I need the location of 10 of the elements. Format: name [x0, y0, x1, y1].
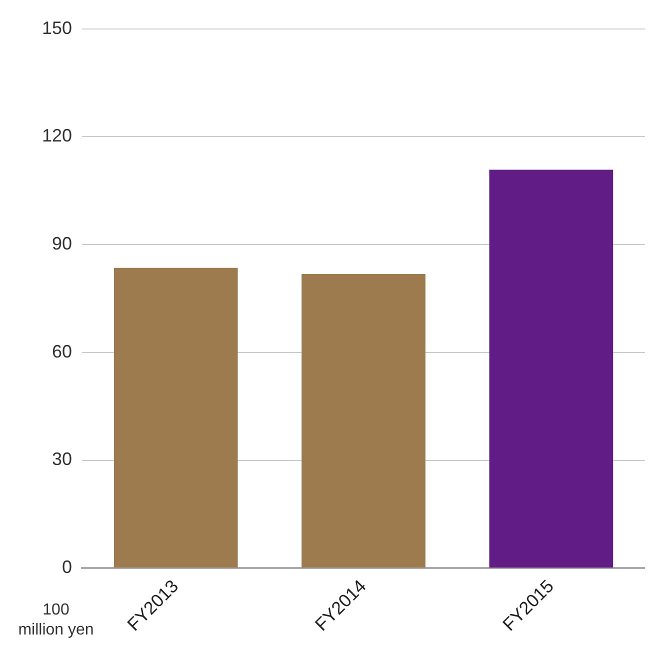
- bar: [489, 170, 614, 568]
- y-tick-label: 60: [52, 341, 72, 362]
- y-tick-label: 150: [42, 18, 72, 38]
- y-tick-label: 30: [52, 449, 72, 470]
- bar: [114, 268, 238, 568]
- y-tick-label: 0: [62, 557, 72, 578]
- bar: [302, 274, 426, 568]
- y-tick-label: 120: [42, 126, 72, 146]
- y-axis-title: 100 million yen: [18, 602, 94, 639]
- y-tick-label: 90: [52, 234, 72, 254]
